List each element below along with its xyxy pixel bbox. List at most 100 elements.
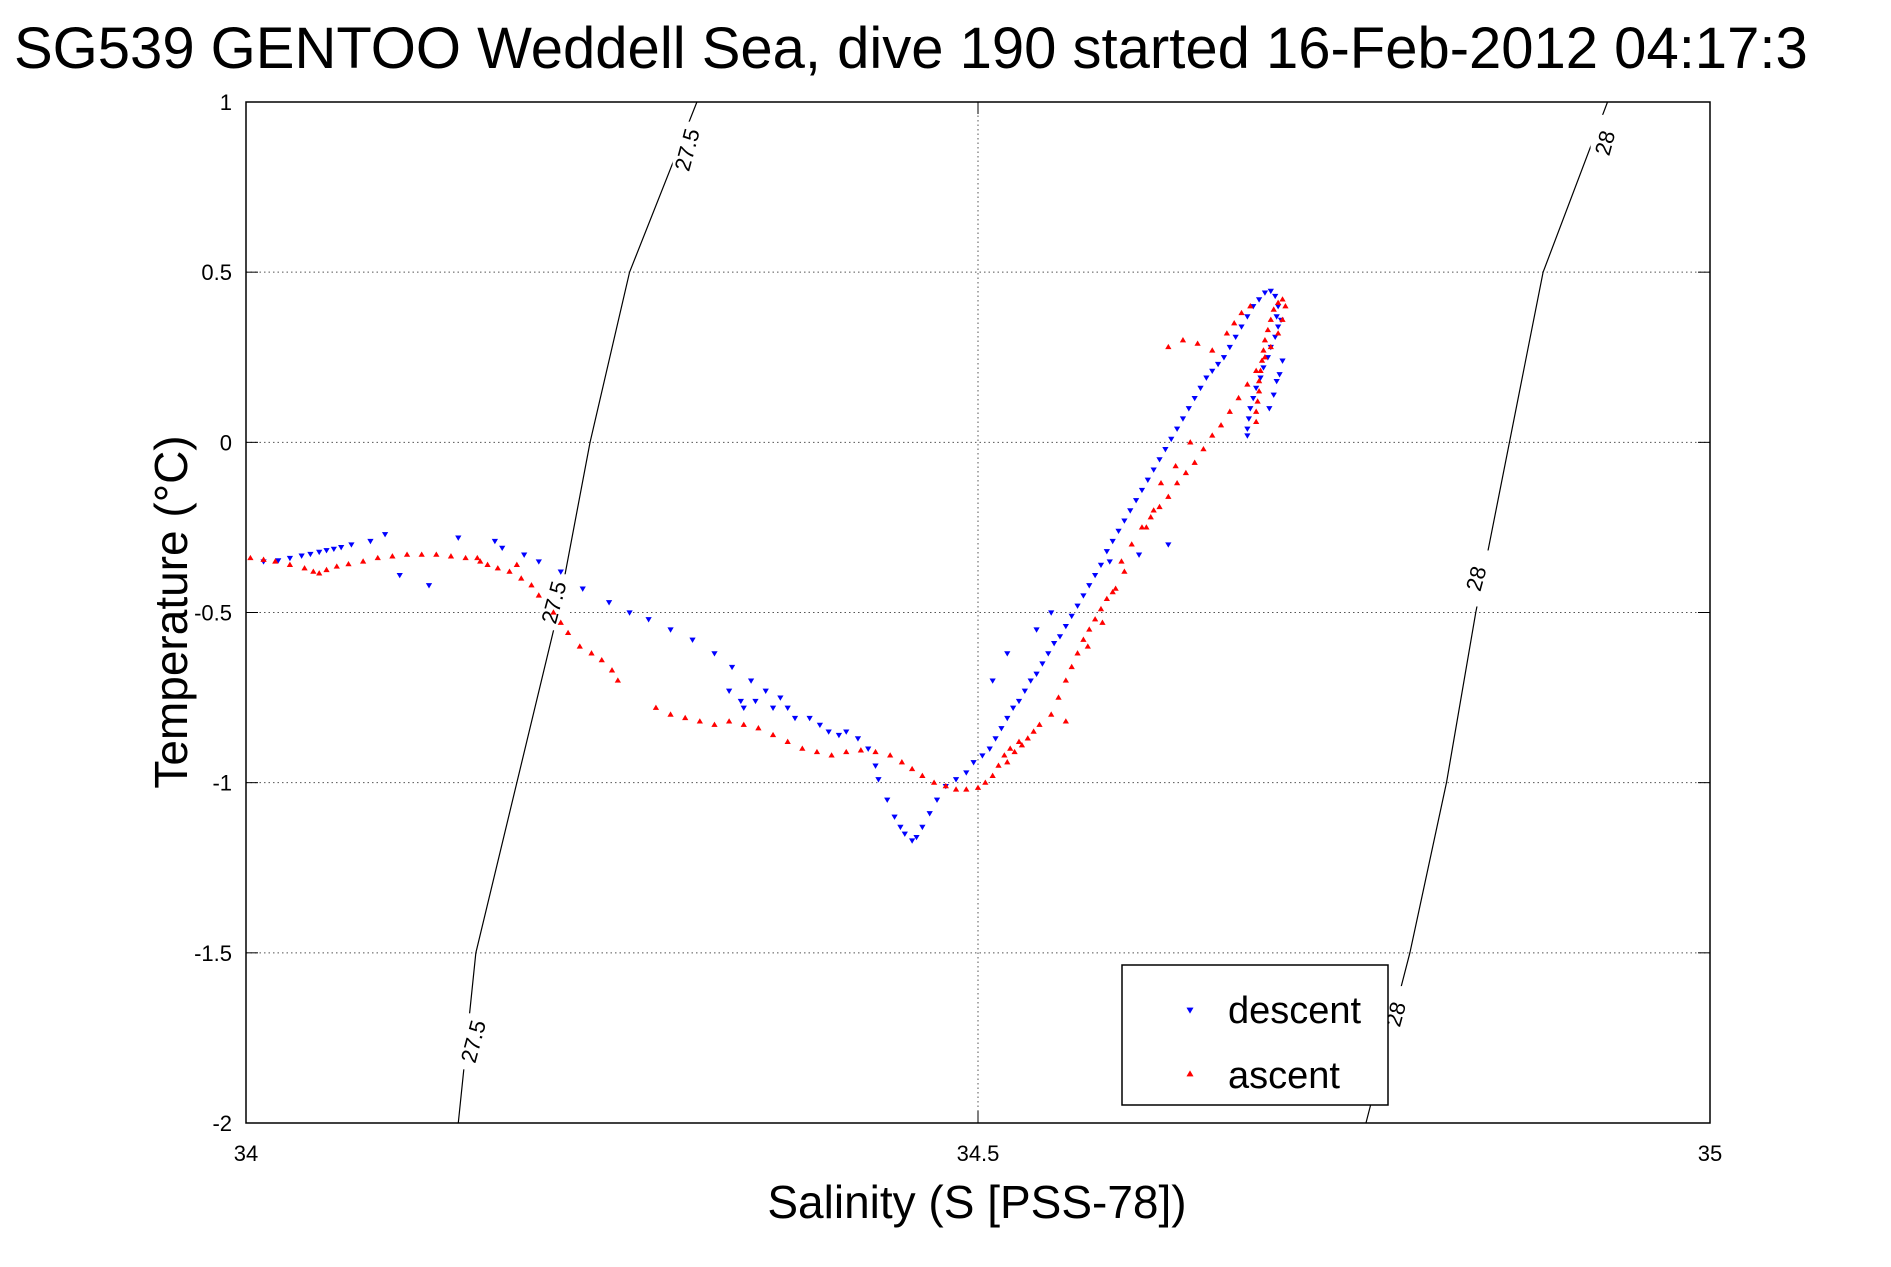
descent-point (784, 705, 791, 711)
ascent-point (608, 667, 616, 673)
descent-point (1209, 368, 1216, 375)
descent-point (908, 838, 916, 844)
ascent-point (828, 752, 835, 758)
ascent-point (1231, 320, 1238, 326)
descent-point (986, 746, 993, 752)
descent-point (1273, 314, 1280, 320)
descent-point (791, 715, 799, 722)
ascent-point (1007, 745, 1014, 751)
series-descent (260, 288, 1286, 844)
ascent-point (1048, 711, 1055, 717)
legend-marker-descent (1186, 1007, 1194, 1014)
descent-point (747, 678, 755, 684)
descent-point (1232, 334, 1239, 341)
ascent-point (1062, 718, 1069, 724)
ascent-point (769, 731, 777, 738)
descent-point (1247, 406, 1254, 412)
descent-point (1103, 549, 1110, 555)
x-tick-label: 34.5 (957, 1141, 1000, 1166)
descent-point (1274, 324, 1282, 330)
descent-point (1027, 678, 1034, 684)
ascent-point (447, 553, 455, 559)
ascent-point (310, 568, 317, 574)
axis-ticks: 34 34.5 35 -2 -1.5 -1 -0.5 0 0.5 1 (194, 90, 1722, 1166)
descent-point (1051, 641, 1058, 647)
descent-point (1250, 395, 1257, 402)
descent-point (330, 546, 337, 553)
descent-point (1074, 603, 1081, 609)
ascent-point (576, 643, 583, 649)
descent-point (521, 552, 528, 558)
contour-label-background (1461, 550, 1490, 607)
x-axis-label: Salinity (S [PSS-78]) (767, 1176, 1186, 1228)
descent-point (1056, 634, 1064, 640)
ascent-point (494, 565, 501, 571)
ascent-point (1062, 677, 1069, 683)
density-contour-1 (1365, 101, 1609, 1124)
y-axis-label: Temperature (°C) (145, 435, 197, 788)
ascent-point (333, 563, 340, 569)
ascent-point (1024, 735, 1031, 741)
descent-point (725, 688, 733, 694)
ascent-point (1267, 343, 1274, 350)
ascent-point (740, 721, 747, 727)
descent-point (1245, 416, 1252, 422)
descent-point (989, 678, 996, 684)
descent-point (1272, 293, 1279, 300)
descent-point (316, 549, 323, 556)
ascent-point (1247, 303, 1254, 309)
ascent-point (1200, 445, 1207, 452)
y-tick-label: -1.5 (194, 941, 232, 966)
legend-label-descent: descent (1228, 990, 1362, 1032)
ascent-point (462, 554, 469, 561)
descent-point (884, 797, 891, 803)
contour-label-background (672, 121, 701, 178)
ascent-point (1011, 748, 1018, 755)
descent-point (1039, 661, 1046, 667)
descent-point (1138, 487, 1146, 494)
descent-point (1144, 477, 1151, 483)
descent-point (926, 811, 933, 817)
descent-point (1191, 395, 1198, 402)
ascent-point (557, 619, 564, 625)
descent-point (970, 760, 977, 766)
descent-point (1244, 314, 1251, 320)
ascent-point (1068, 663, 1075, 670)
descent-point (298, 553, 305, 559)
ascent-point (528, 582, 535, 588)
ascent-point (506, 568, 513, 574)
ascent-point (345, 560, 352, 567)
ascent-point (1270, 306, 1277, 312)
ascent-point (887, 752, 894, 758)
ascent-point (857, 747, 865, 753)
ascent-point (908, 765, 916, 772)
descent-point (1015, 698, 1023, 705)
descent-point (367, 538, 374, 545)
ascent-point (784, 738, 791, 744)
ascent-point (614, 677, 621, 683)
descent-point (992, 736, 999, 742)
ascent-point (1165, 493, 1172, 499)
descent-point (1132, 498, 1140, 504)
descent-point (1115, 528, 1122, 535)
contour-label-background (1590, 114, 1619, 171)
ascent-point (564, 629, 572, 636)
ascent-point (1274, 299, 1282, 305)
ascent-point (1157, 479, 1165, 486)
ascent-point (389, 553, 396, 559)
ascent-point (1191, 459, 1198, 465)
descent-point (1253, 385, 1260, 392)
ascent-point (1084, 643, 1091, 649)
ascent-point (1279, 296, 1286, 302)
ascent-point (963, 786, 970, 792)
ascent-point (535, 592, 542, 598)
ascent-point (1187, 439, 1194, 445)
descent-point (806, 715, 813, 722)
ascent-point (1018, 742, 1026, 748)
ascent-point (286, 561, 294, 567)
ascent-point (1254, 398, 1261, 404)
descent-point (1135, 552, 1143, 558)
descent-point (1173, 426, 1181, 432)
ascent-point (513, 561, 520, 567)
